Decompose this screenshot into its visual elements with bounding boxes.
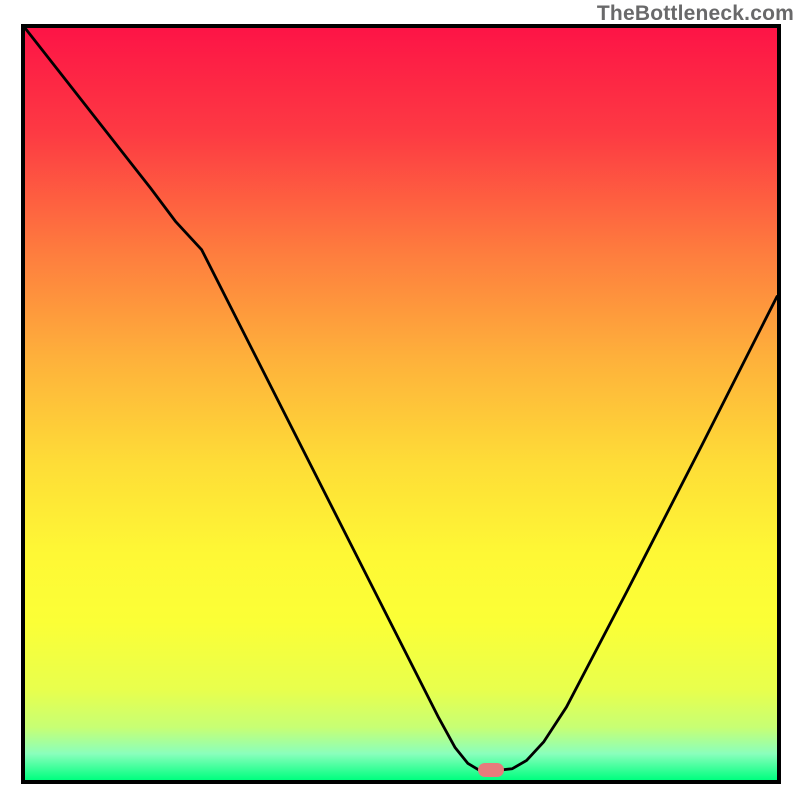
watermark-text: TheBottleneck.com <box>597 2 794 26</box>
plot-area <box>21 24 781 784</box>
optimal-point-marker <box>478 763 504 777</box>
curve-path <box>25 28 777 770</box>
chart-container: { "watermark": { "text": "TheBottleneck.… <box>0 0 800 800</box>
bottleneck-curve <box>25 28 777 780</box>
